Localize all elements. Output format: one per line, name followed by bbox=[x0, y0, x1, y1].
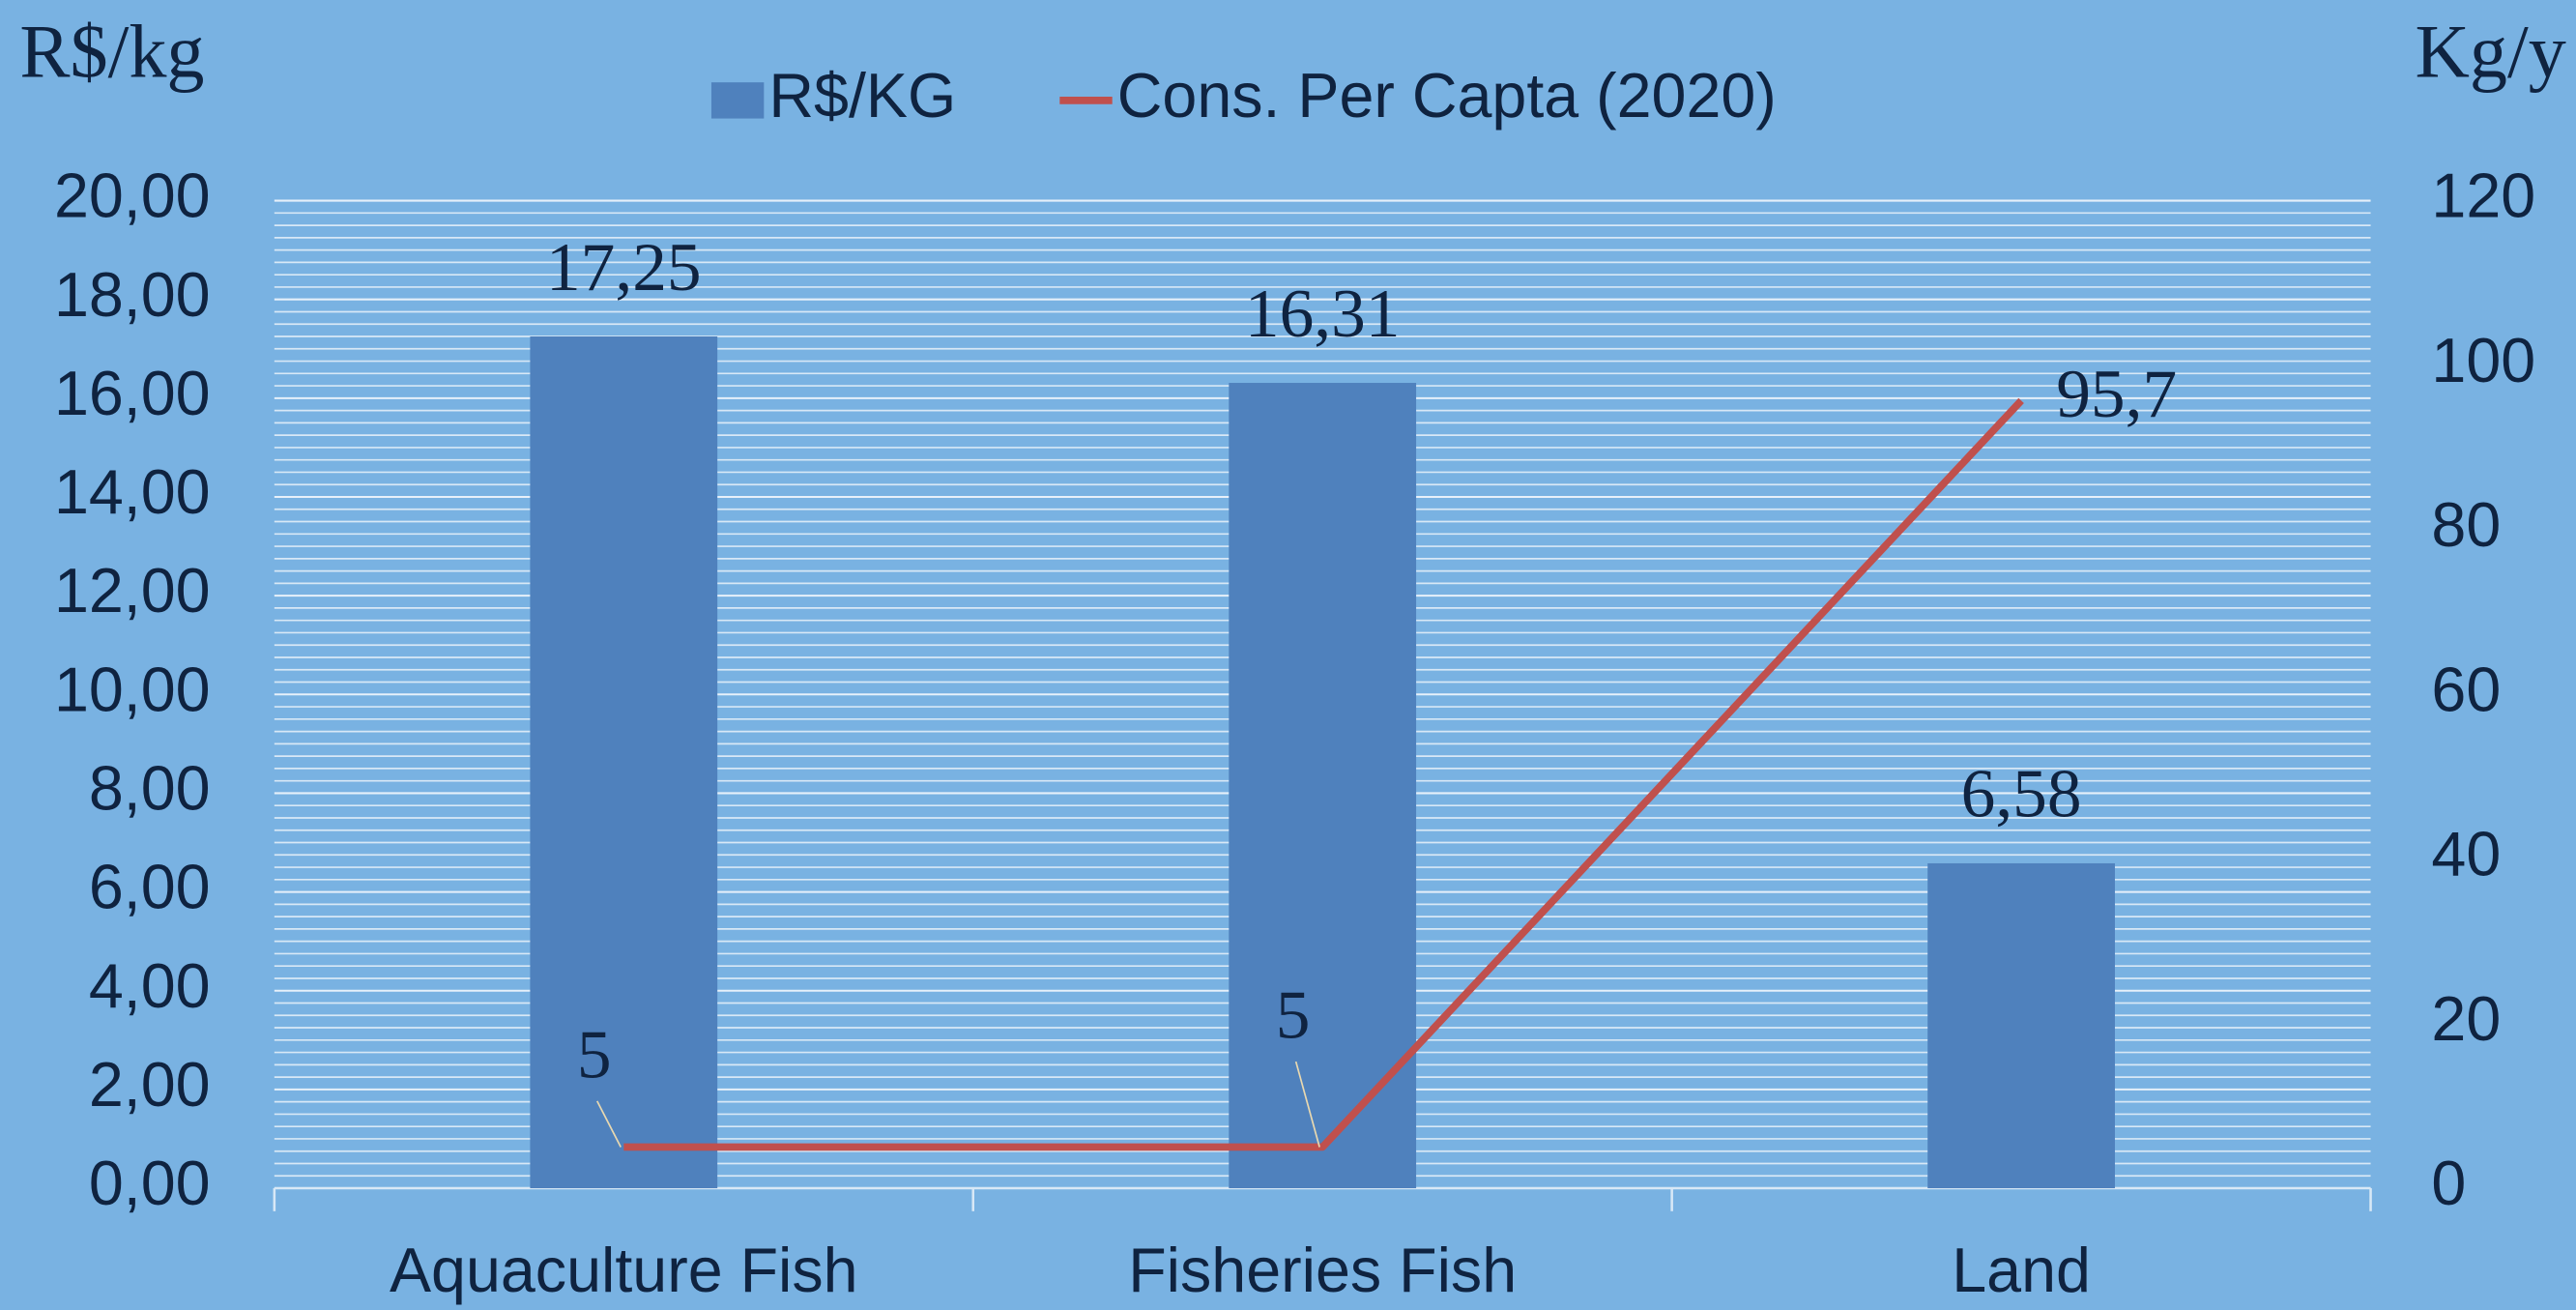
y-tick-label: 12,00 bbox=[54, 556, 211, 626]
x-tick-label: Aquaculture Fish bbox=[390, 1236, 858, 1305]
line-value-label: 5 bbox=[1276, 977, 1311, 1054]
y2-tick-label: 40 bbox=[2431, 820, 2501, 889]
y-tick-label: 0,00 bbox=[89, 1149, 211, 1218]
bar-value-label: 16,31 bbox=[1245, 276, 1401, 352]
bar-value-label: 17,25 bbox=[546, 229, 702, 306]
y-tick-label: 16,00 bbox=[54, 359, 211, 428]
y-tick-label: 4,00 bbox=[89, 951, 211, 1021]
legend-label: Cons. Per Capta (2020) bbox=[1117, 61, 1777, 131]
y2-tick-label: 80 bbox=[2431, 490, 2501, 560]
y-tick-label: 2,00 bbox=[89, 1050, 211, 1120]
label-leader bbox=[595, 1100, 622, 1148]
y2-axis-title: Kg/y bbox=[2415, 9, 2565, 93]
y-axis-title: R$/kg bbox=[19, 9, 204, 93]
bar bbox=[1927, 862, 2115, 1189]
legend-label: R$/KG bbox=[768, 61, 956, 131]
bar bbox=[530, 336, 718, 1189]
y-tick-label: 6,00 bbox=[89, 853, 211, 922]
legend-swatch bbox=[710, 82, 765, 119]
y2-tick-label: 20 bbox=[2431, 984, 2501, 1054]
y-tick-label: 14,00 bbox=[54, 457, 211, 527]
line-series bbox=[623, 397, 2024, 1151]
y-tick-label: 10,00 bbox=[54, 655, 211, 724]
y-tick-label: 20,00 bbox=[54, 161, 211, 231]
y2-tick-label: 120 bbox=[2431, 161, 2535, 231]
y2-tick-label: 100 bbox=[2431, 326, 2535, 395]
bar bbox=[1229, 383, 1417, 1189]
bar-value-label: 6,58 bbox=[1961, 756, 2082, 832]
y2-tick-label: 0 bbox=[2431, 1149, 2466, 1218]
x-tick-label: Fisheries Fish bbox=[1128, 1236, 1517, 1305]
label-leader bbox=[1294, 1061, 1320, 1148]
x-tick-label: Land bbox=[1952, 1236, 2091, 1305]
y2-tick-label: 60 bbox=[2431, 655, 2501, 724]
line-value-label: 5 bbox=[577, 1016, 612, 1092]
y-tick-label: 18,00 bbox=[54, 260, 211, 330]
y-tick-label: 8,00 bbox=[89, 754, 211, 824]
line-value-label: 95,7 bbox=[2056, 356, 2177, 432]
